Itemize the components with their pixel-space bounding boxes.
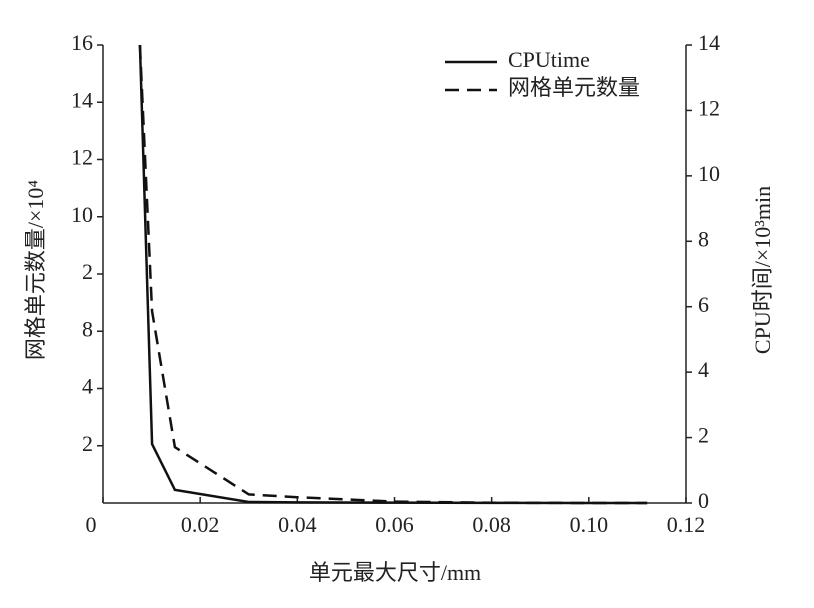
x-tick-label: 0.08	[472, 512, 511, 537]
y2-tick-label: 14	[698, 30, 720, 55]
x-tick-label: 0.10	[570, 512, 609, 537]
y-tick-label: 2	[82, 259, 93, 284]
y2-tick-label: 6	[698, 292, 709, 317]
y-tick-label: 8	[82, 316, 93, 341]
y2-tick-label: 10	[698, 161, 720, 186]
y2-tick-label: 2	[698, 423, 709, 448]
legend-label: 网格单元数量	[508, 75, 640, 100]
y-tick-label: 4	[82, 374, 93, 399]
x-axis-label: 单元最大尺寸/mm	[309, 560, 481, 585]
y-tick-label: 12	[71, 145, 93, 170]
data-line	[138, 44, 648, 505]
y2-tick-label: 8	[698, 226, 709, 251]
x-tick-label: 0	[86, 512, 97, 537]
x-tick-label: 0.12	[667, 512, 706, 537]
data-line	[138, 44, 648, 505]
x-tick-label: 0.06	[375, 512, 414, 537]
y-tick-label: 14	[71, 87, 93, 112]
y-tick-label: 10	[71, 202, 93, 227]
y2-tick-label: 0	[698, 488, 709, 513]
y2-tick-label: 4	[698, 357, 709, 382]
y-tick-label: 2	[82, 431, 93, 456]
legend-label: CPUtime	[508, 47, 590, 72]
x-tick-label: 0.04	[278, 512, 317, 537]
y2-tick-label: 12	[698, 95, 720, 120]
y-tick-label: 16	[71, 30, 93, 55]
y-axis-label: 网格单元数量/×10⁴	[23, 180, 48, 361]
x-tick-label: 0.02	[181, 512, 220, 537]
y2-axis-label: CPU时间/×10³min	[750, 186, 775, 354]
